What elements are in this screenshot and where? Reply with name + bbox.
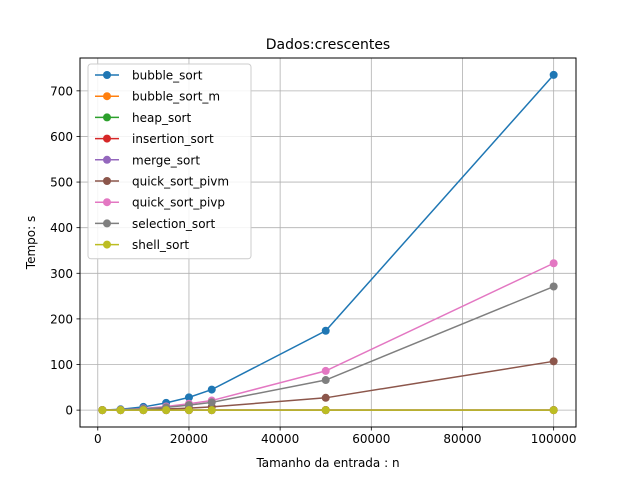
legend-swatch-marker [103,71,111,79]
legend: bubble_sort bubble_sort_m heap_sortinserti… [88,64,251,259]
legend-label: selection_sort [132,217,215,231]
legend-label: quick_sort_pivm [132,175,229,189]
data-point [550,406,558,414]
data-point [322,406,330,414]
data-point [162,406,170,414]
legend-swatch-marker [103,156,111,164]
legend-label: bubble_sort [132,69,203,83]
legend-swatch-marker [103,177,111,185]
y-tick-label: 300 [50,267,73,281]
data-point [208,386,216,394]
legend-label: heap_sort [132,111,191,125]
x-tick-label: 0 [94,432,102,446]
x-tick-label: 20000 [170,432,208,446]
data-point [322,327,330,335]
x-tick-label: 100000 [531,432,577,446]
data-point [550,259,558,267]
legend-swatch-marker [103,241,111,249]
data-point [322,394,330,402]
data-point [208,406,216,414]
legend-swatch-marker [103,92,111,100]
legend-label: quick_sort_pivp [132,196,225,210]
legend-swatch-marker [103,135,111,143]
y-axis-label: Tempo: s [24,216,38,270]
y-tick-label: 500 [50,176,73,190]
y-tick-label: 100 [50,358,73,372]
data-point [139,406,147,414]
data-point [322,367,330,375]
legend-swatch-marker [103,219,111,227]
legend-label: merge_sort [132,153,200,167]
x-tick-label: 40000 [261,432,299,446]
y-tick-label: 700 [50,84,73,98]
data-point [98,406,106,414]
legend-label: bubble_sort_m [132,90,220,104]
y-tick-label: 0 [65,404,73,418]
legend-label: insertion_sort [132,132,214,146]
legend-label: shell_sort [132,238,189,252]
legend-swatch-marker [103,198,111,206]
data-point [185,406,193,414]
data-point [117,406,125,414]
y-tick-label: 600 [50,130,73,144]
chart-title: Dados:crescentes [266,37,390,53]
data-point [550,283,558,291]
data-point [322,376,330,384]
y-tick-label: 200 [50,312,73,326]
y-tick-label: 400 [50,221,73,235]
x-axis-label: Tamanho da entrada : n [255,456,399,470]
data-point [550,71,558,79]
x-tick-label: 60000 [352,432,390,446]
data-point [550,357,558,365]
data-point [208,398,216,406]
x-tick-label: 80000 [443,432,481,446]
legend-swatch-marker [103,113,111,121]
